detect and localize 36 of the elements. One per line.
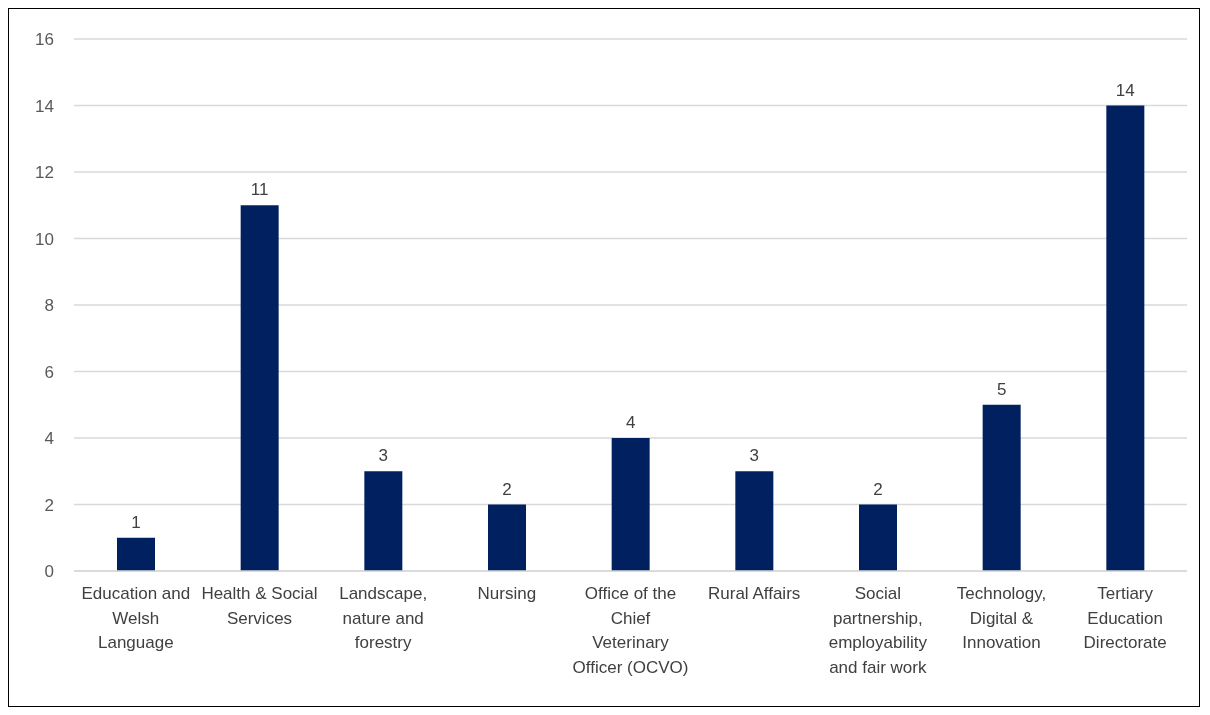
bar	[859, 504, 897, 571]
y-tick-label: 2	[44, 495, 54, 515]
bar	[1106, 105, 1145, 571]
y-tick-label: 8	[44, 296, 54, 316]
bar	[240, 205, 279, 571]
data-label: 2	[873, 479, 883, 499]
data-label: 3	[378, 446, 389, 466]
y-tick-label: 4	[44, 429, 54, 449]
x-tick-label: Health & Social Services	[201, 584, 318, 628]
data-label: 5	[996, 379, 1007, 399]
data-label: 14	[1115, 80, 1135, 100]
bar	[117, 537, 155, 571]
data-label: 2	[502, 479, 512, 499]
x-tick-label: Nursing	[477, 584, 537, 603]
x-tick-label: Rural Affairs	[708, 584, 801, 603]
x-tick-label: Office of the Chief Veterinary Officer (OCVO)	[572, 584, 689, 677]
data-label: 4	[625, 413, 636, 432]
bar	[982, 404, 1021, 571]
x-tick-label: Landscape, nature and forestry	[339, 584, 428, 652]
x-tick-label: Social partnership, employability and fair work	[828, 584, 928, 677]
y-tick-label: 14	[35, 96, 54, 116]
data-label: 1	[131, 512, 141, 532]
data-label: 3	[749, 446, 760, 466]
y-tick-label: 10	[35, 229, 54, 249]
bar	[364, 471, 403, 571]
bar	[488, 504, 526, 571]
y-tick-label: 12	[35, 163, 54, 183]
x-tick-label: Education and Welsh Language	[81, 584, 191, 652]
x-tick-label: Technology, Digital & Innovation	[956, 584, 1047, 652]
bar	[611, 438, 650, 571]
x-tick-label: Tertiary Education Directorate	[1083, 584, 1167, 652]
bar	[735, 471, 774, 571]
y-tick-label: 16	[35, 30, 54, 50]
data-label: 11	[250, 180, 269, 200]
y-tick-label: 0	[44, 562, 54, 582]
y-tick-label: 6	[44, 362, 54, 382]
